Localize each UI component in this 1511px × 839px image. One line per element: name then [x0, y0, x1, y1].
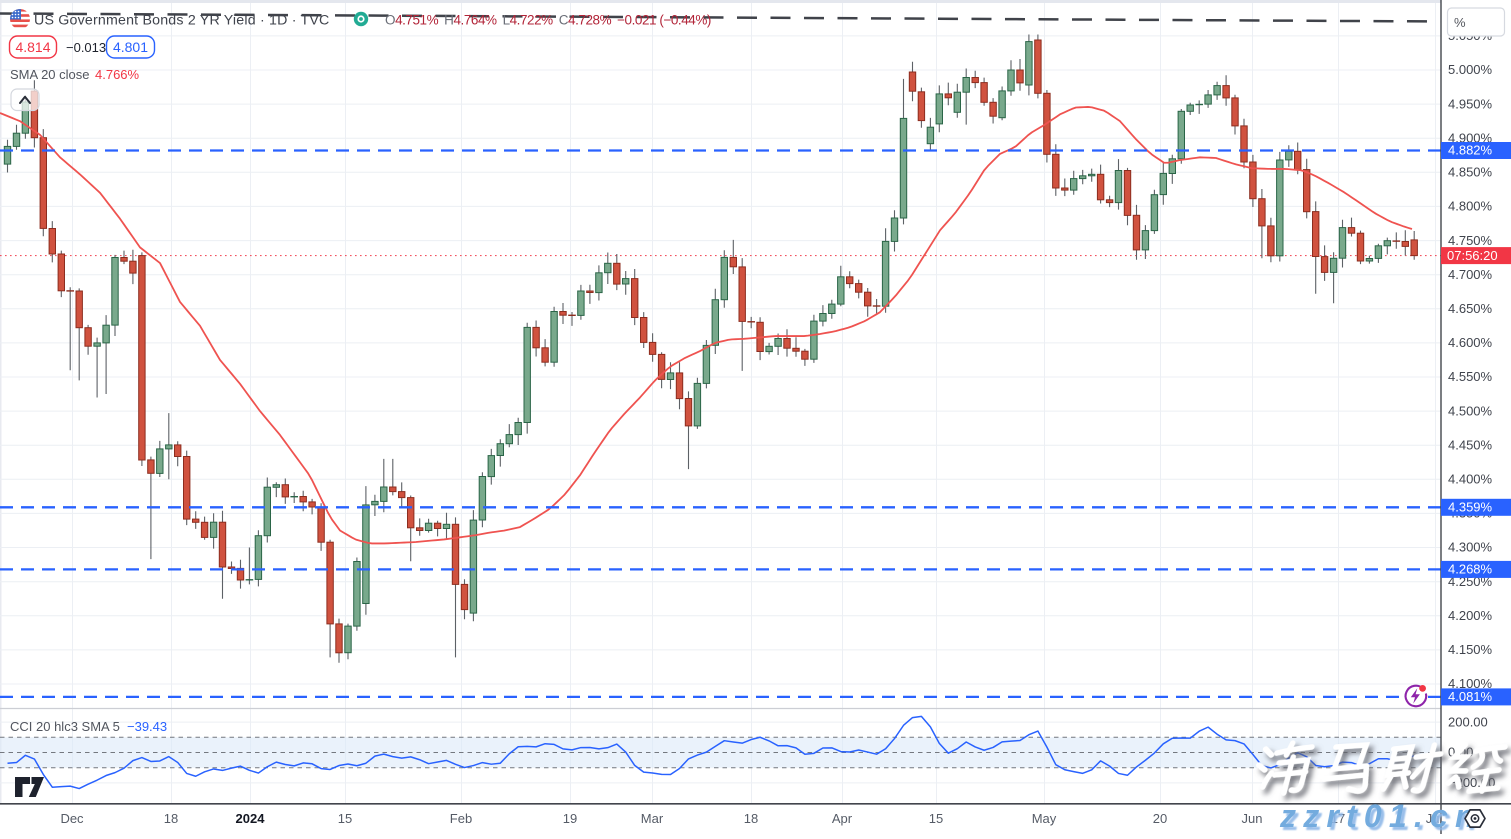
svg-text:4.766%: 4.766%: [95, 67, 140, 82]
svg-text:200.00: 200.00: [1448, 714, 1488, 729]
svg-text:4.150%: 4.150%: [1448, 642, 1493, 657]
svg-text:O4.751%H4.764%L4.722%C4.728%−0: O4.751% H4.764% L4.722% C4.728% −0.021 (−0.4…: [385, 13, 711, 28]
svg-text:4.300%: 4.300%: [1448, 540, 1493, 555]
svg-text:2024: 2024: [236, 811, 266, 826]
svg-text:Dec: Dec: [60, 811, 84, 826]
svg-text:4.700%: 4.700%: [1448, 267, 1493, 282]
svg-text:US Government Bonds 2 YR Yield: US Government Bonds 2 YR Yield · 1D · TV…: [34, 13, 330, 29]
svg-text:4.950%: 4.950%: [1448, 96, 1493, 111]
svg-text:07:56:20: 07:56:20: [1447, 248, 1498, 263]
svg-text:zzrt01.cn: zzrt01.cn: [1279, 798, 1482, 834]
svg-text:4.081%: 4.081%: [1448, 689, 1493, 704]
svg-text:−39.43: −39.43: [127, 719, 167, 734]
svg-text:20: 20: [1153, 811, 1167, 826]
svg-text:4.814: 4.814: [15, 39, 50, 55]
svg-text:4.750%: 4.750%: [1448, 233, 1493, 248]
svg-text:4.500%: 4.500%: [1448, 403, 1493, 418]
svg-text:%: %: [1454, 15, 1466, 30]
svg-text:4.359%: 4.359%: [1448, 500, 1493, 515]
svg-text:Jul: Jul: [1426, 811, 1443, 826]
svg-text:18: 18: [744, 811, 758, 826]
svg-text:4.650%: 4.650%: [1448, 301, 1493, 316]
svg-text:Feb: Feb: [450, 811, 472, 826]
svg-text:4.100%: 4.100%: [1448, 676, 1493, 691]
svg-text:18: 18: [164, 811, 178, 826]
svg-text:15: 15: [929, 811, 943, 826]
svg-text:4.450%: 4.450%: [1448, 437, 1493, 452]
svg-text:4.800%: 4.800%: [1448, 199, 1493, 214]
svg-text:CCI 20 hlc3 SMA 5: CCI 20 hlc3 SMA 5: [10, 719, 120, 734]
svg-text:4.850%: 4.850%: [1448, 165, 1493, 180]
svg-text:4.600%: 4.600%: [1448, 335, 1493, 350]
svg-text:Jun: Jun: [1242, 811, 1263, 826]
svg-text:Apr: Apr: [832, 811, 853, 826]
svg-text:4.801: 4.801: [113, 39, 148, 55]
svg-text:SMA 20 close: SMA 20 close: [10, 67, 90, 82]
svg-text:17: 17: [1331, 811, 1345, 826]
svg-text:4.268%: 4.268%: [1448, 562, 1493, 577]
svg-text:15: 15: [338, 811, 352, 826]
svg-text:4.882%: 4.882%: [1448, 143, 1493, 158]
svg-text:Mar: Mar: [641, 811, 664, 826]
svg-text:4.400%: 4.400%: [1448, 472, 1493, 487]
svg-text:May: May: [1032, 811, 1057, 826]
svg-text:5.000%: 5.000%: [1448, 62, 1493, 77]
svg-text:4.550%: 4.550%: [1448, 369, 1493, 384]
svg-text:19: 19: [563, 811, 577, 826]
svg-text:4.200%: 4.200%: [1448, 608, 1493, 623]
svg-text:4.900%: 4.900%: [1448, 130, 1493, 145]
svg-text:−0.013: −0.013: [66, 40, 106, 55]
